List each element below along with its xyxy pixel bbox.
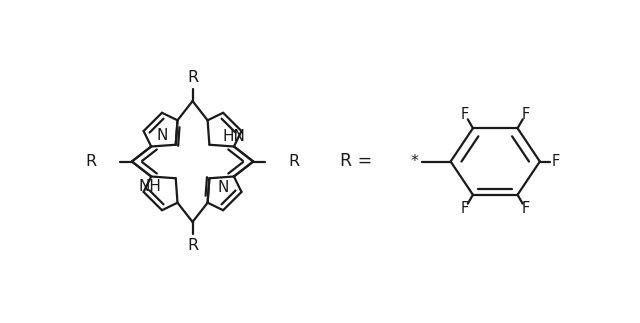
Text: R: R [86,154,97,169]
Text: F: F [461,201,469,216]
Text: F: F [522,107,530,122]
Text: *: * [410,154,419,169]
Text: N: N [156,128,168,143]
Text: R: R [288,154,300,169]
Text: NH: NH [139,179,162,194]
Text: F: F [461,107,469,122]
Text: R: R [187,238,198,254]
Text: F: F [552,154,560,169]
Text: R: R [187,69,198,85]
Text: F: F [522,201,530,216]
Text: HN: HN [222,129,245,144]
Text: N: N [218,180,229,195]
Text: R =: R = [340,152,372,171]
